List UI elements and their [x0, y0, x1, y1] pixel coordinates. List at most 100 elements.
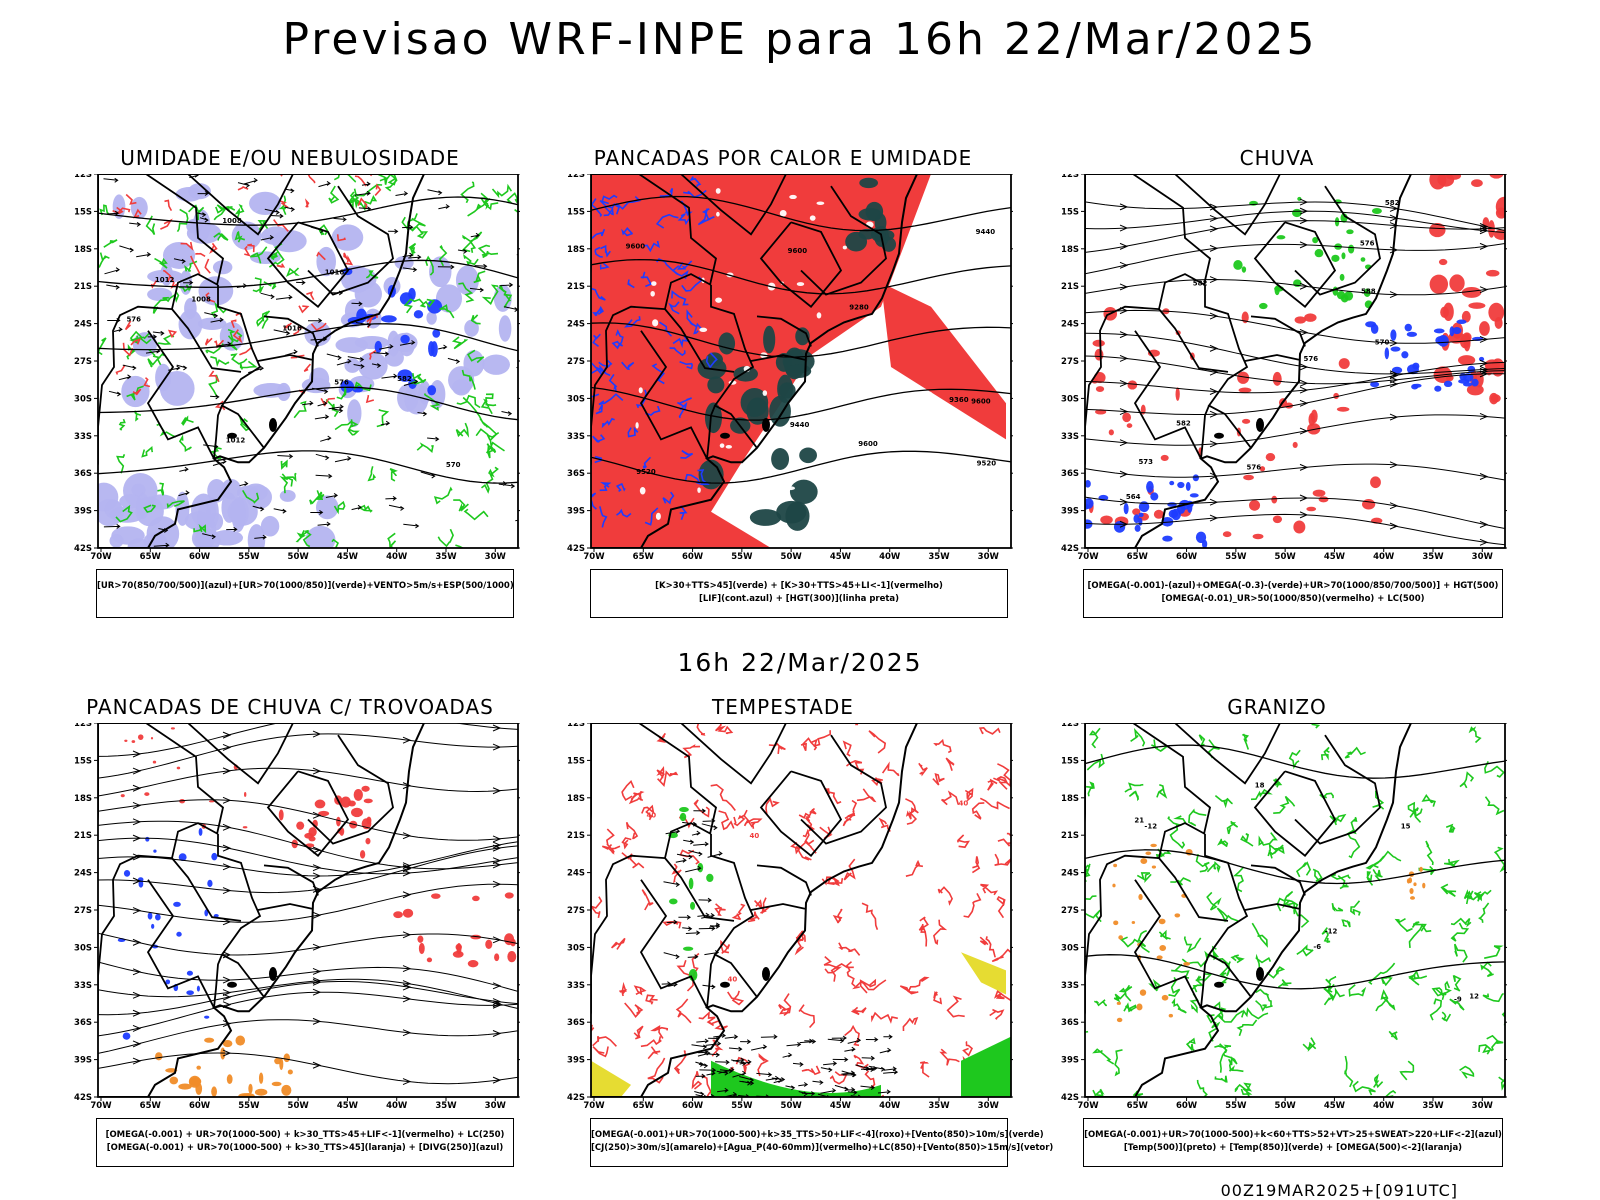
thunder-area: [318, 810, 330, 817]
hgt500-contour: [1085, 496, 1505, 529]
temp500-contour: [1085, 954, 1505, 990]
rain-area: [1259, 466, 1266, 472]
instability-area: [707, 376, 725, 394]
wind-vector: [695, 1073, 706, 1079]
lon-label: 30W: [485, 1101, 507, 1111]
rain-area: [1318, 496, 1329, 503]
thickness-contour: [304, 198, 310, 208]
wind850-area: [669, 898, 678, 905]
contour-label: 573: [1138, 458, 1153, 466]
lat-label: 36S: [1061, 1018, 1079, 1028]
wind-vector: [302, 400, 314, 406]
humidity-1000-contour: [416, 442, 434, 454]
streamline: [98, 883, 518, 923]
wind-vector: [237, 182, 251, 188]
streamline-arrow: [312, 864, 322, 872]
wind-vector: [798, 1082, 809, 1087]
wind-vector: [785, 1085, 796, 1091]
wind-vector: [403, 523, 420, 529]
thickness-contour: [195, 252, 206, 257]
wind-vector: [379, 344, 394, 350]
country-border: [591, 854, 666, 1017]
streamline-arrow: [132, 750, 142, 758]
humidity-1000-contour: [238, 415, 250, 432]
lon-label: 55W: [1225, 552, 1247, 562]
lagoon: [1214, 981, 1224, 988]
clear-area: [697, 487, 701, 493]
country-border: [591, 305, 666, 468]
omega500-area: [1168, 1013, 1174, 1018]
instability-area: [718, 332, 736, 355]
omega-area: [1406, 331, 1418, 337]
wind-vector: [153, 542, 170, 548]
lif-contour: [601, 194, 618, 205]
lc850-contour: [823, 955, 839, 982]
temp850-contour: [1273, 795, 1296, 814]
lif-contour: [599, 506, 608, 528]
humidity-700-area: [231, 221, 262, 250]
temp850-contour: [1443, 980, 1452, 996]
country-border: [1294, 734, 1381, 845]
country-border: [1200, 954, 1210, 1008]
temp850-contour: [1331, 903, 1344, 912]
rain-area: [1095, 386, 1105, 392]
omega-area: [1370, 381, 1380, 388]
humidity-1000-contour: [423, 393, 441, 412]
wind-vector: [786, 1041, 802, 1047]
streamline-arrow: [1479, 538, 1489, 546]
thunder-orange-area: [222, 1039, 233, 1048]
wind-vector: [693, 808, 707, 814]
legend-line: [K>30+TTS>45](verde) + [K>30+TTS>45+LI<-…: [655, 581, 943, 591]
wind-vector: [373, 351, 390, 357]
lat-label: 15S: [74, 207, 92, 217]
instability-area: [733, 366, 758, 382]
lc850-contour: [978, 726, 1001, 735]
temp850-contour: [1219, 1043, 1228, 1073]
humidity-850-area: [381, 315, 397, 323]
streamline-arrow: [132, 938, 142, 946]
wind-vector: [470, 232, 480, 238]
wind-vector: [310, 509, 324, 515]
instability-area: [795, 327, 810, 346]
contour-label: 582: [397, 375, 412, 383]
humidity-700-area: [452, 379, 471, 396]
lon-label: 30W: [485, 552, 507, 562]
thunder-orange-area: [283, 1053, 291, 1063]
wind850-area: [679, 807, 689, 813]
humidity-1000-contour: [460, 181, 475, 204]
temp850-contour: [1329, 813, 1347, 826]
humidity-1000-contour: [334, 419, 359, 431]
clear-area: [762, 390, 768, 396]
streamline: [98, 961, 518, 992]
lat-label: 21S: [567, 831, 585, 841]
clear-area: [651, 281, 657, 286]
humidity-1000-contour: [365, 270, 379, 279]
hgt300-contour: [591, 195, 1011, 232]
clear-area: [827, 506, 836, 514]
humidity-1000-contour: [152, 296, 169, 314]
lon-label: 65W: [633, 1101, 655, 1111]
lc850-contour: [871, 777, 883, 787]
humidity-1000-contour: [367, 466, 377, 482]
streamline-arrow: [222, 887, 232, 894]
map-layer: 582 582 588 576 576 570 564 576 573 582: [1085, 174, 1505, 548]
thunder-orange-area: [271, 1081, 282, 1087]
clear-area: [927, 405, 934, 410]
clear-area: [725, 445, 732, 449]
contour-label: 576: [126, 315, 141, 323]
temp850-contour: [1171, 997, 1187, 1014]
omega500-area: [1136, 1003, 1143, 1011]
lat-label: 15S: [567, 756, 585, 766]
hgt500-contour: [1085, 210, 1505, 233]
lc850-contour: [591, 896, 603, 919]
wind-vector: [408, 254, 422, 260]
lc850-contour: [962, 1041, 973, 1057]
humidity-1000-contour: [242, 489, 260, 504]
wind-vector: [113, 326, 123, 332]
clear-area: [638, 387, 643, 394]
temp500-contour: [1085, 744, 1505, 779]
lif-contour: [697, 469, 710, 486]
lif-contour: [669, 347, 686, 357]
lc850-contour: [878, 817, 891, 832]
lc850-contour: [859, 978, 877, 994]
